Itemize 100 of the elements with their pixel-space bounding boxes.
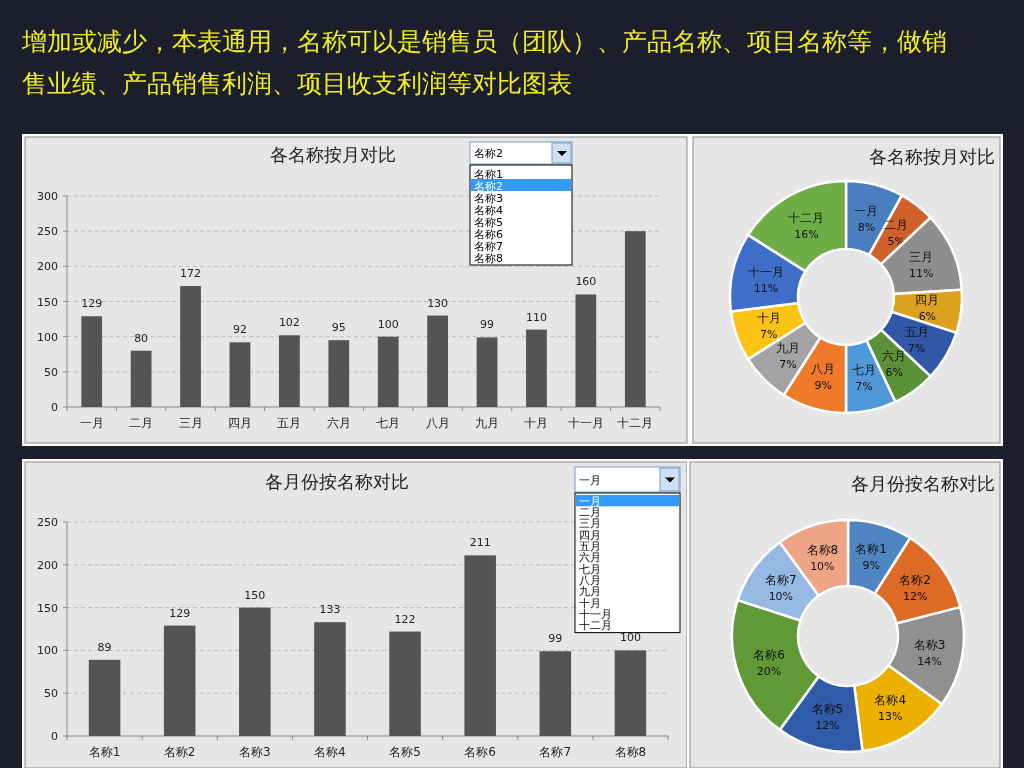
slice-label: 八月 (811, 361, 836, 376)
data-label: 92 (232, 323, 247, 337)
annotation: 十二月 (579, 619, 612, 633)
data-label: 10% (768, 590, 794, 604)
data-label: 6% (918, 310, 937, 324)
data-label: 100 (377, 317, 399, 331)
annotation: 名称8 (474, 251, 503, 265)
bar (163, 625, 196, 736)
bar (427, 315, 448, 407)
annotation: 四月 (579, 528, 601, 542)
data-label: 211 (469, 536, 491, 550)
y-tick-label: 250 (37, 225, 58, 239)
y-tick-label: 100 (37, 644, 58, 658)
slice-label: 六月 (882, 349, 907, 364)
y-tick-label: 300 (37, 190, 58, 203)
y-tick-label: 50 (44, 365, 58, 379)
x-tick-label: 九月 (475, 416, 500, 430)
x-tick-label: 十一月 (567, 416, 604, 430)
annotation: 三月 (579, 517, 601, 531)
text: 一月 (579, 473, 601, 487)
bar (377, 336, 399, 407)
data-label: 100 (619, 631, 641, 645)
data-label: 8% (857, 220, 876, 234)
bar (476, 337, 498, 407)
chart-title: 各月份按名称对比 (851, 473, 995, 494)
slice-label: 十一月 (747, 265, 784, 280)
data-label: 7% (779, 357, 797, 371)
data-label: 7% (760, 327, 778, 341)
x-tick-label: 四月 (227, 416, 252, 430)
slice-label: 名称6 (753, 647, 785, 662)
data-label: 129 (81, 297, 103, 311)
data-label: 11% (909, 267, 934, 281)
y-tick-label: 200 (37, 558, 58, 572)
slice-label: 四月 (915, 293, 940, 308)
x-tick-label: 七月 (376, 416, 401, 430)
bar (624, 231, 646, 407)
annotation: 名称4 (474, 203, 503, 217)
x-tick-label: 名称7 (539, 745, 572, 759)
bar (614, 650, 647, 736)
data-label: 160 (575, 275, 597, 289)
slice-label: 三月 (909, 250, 934, 265)
x-tick-label: 名称4 (314, 745, 346, 759)
x-tick-label: 名称2 (163, 745, 196, 759)
data-label: 110 (525, 310, 547, 324)
data-label: 20% (756, 664, 782, 678)
slice-label: 七月 (851, 363, 876, 378)
data-label: 80 (134, 331, 149, 345)
y-tick-label: 100 (37, 330, 58, 344)
data-label: 11% (753, 282, 779, 296)
text: 名称2 (474, 147, 503, 160)
slice-label: 名称7 (765, 573, 797, 588)
bar (81, 316, 103, 407)
slice-label: 十二月 (788, 211, 825, 226)
slice-label: 五月 (904, 324, 929, 339)
slice-label: 一月 (854, 203, 879, 218)
x-tick-label: 一月 (79, 416, 104, 430)
x-tick-label: 五月 (277, 416, 302, 430)
data-label: 9% (862, 559, 880, 573)
data-label: 12% (902, 590, 928, 604)
annotation: 名称3 (474, 191, 503, 205)
x-tick-label: 十二月 (617, 416, 654, 430)
bar (464, 555, 496, 736)
text: 售业绩、产品销售利润、项目收支利润等对比图表 (22, 69, 572, 98)
data-label: 150 (244, 588, 266, 602)
slice-label: 名称1 (855, 542, 887, 557)
slice-label: 名称2 (899, 573, 931, 588)
annotation: 名称5 (474, 215, 503, 229)
data-label: 130 (427, 296, 449, 310)
text: 名称2 (474, 179, 503, 193)
bar (239, 607, 271, 736)
y-tick-label: 0 (51, 730, 58, 743)
bar (130, 350, 152, 407)
annotation: 八月 (579, 573, 601, 587)
bar (575, 294, 597, 407)
data-label: 102 (278, 316, 300, 330)
bar (389, 631, 421, 736)
bar (314, 622, 346, 736)
y-tick-label: 50 (44, 687, 58, 701)
data-label: 99 (548, 632, 563, 646)
data-label: 172 (180, 267, 202, 281)
text: 增加或减少，本表通用，名称可以是销售员（团队）、产品名称、项目名称等，做销 (21, 27, 947, 56)
chart-title: 各月份按名称对比 (264, 471, 409, 492)
data-label: 12% (815, 719, 840, 733)
data-label: 13% (878, 710, 903, 724)
x-tick-label: 二月 (129, 416, 154, 430)
x-tick-label: 十月 (524, 416, 549, 430)
data-label: 129 (169, 606, 191, 620)
slice-label: 名称4 (874, 693, 907, 708)
annotation: 五月 (579, 540, 601, 553)
slice-label: 名称3 (913, 637, 946, 652)
x-tick-label: 名称8 (614, 745, 647, 759)
data-label: 14% (917, 654, 942, 668)
annotation: 名称7 (474, 239, 503, 253)
bar (279, 335, 300, 407)
slice-label: 名称8 (806, 543, 839, 558)
text: 名称1 (474, 167, 503, 181)
slice-label: 九月 (776, 340, 801, 355)
y-tick-label: 150 (37, 601, 58, 615)
bar (180, 286, 201, 407)
x-tick-label: 八月 (425, 416, 450, 430)
